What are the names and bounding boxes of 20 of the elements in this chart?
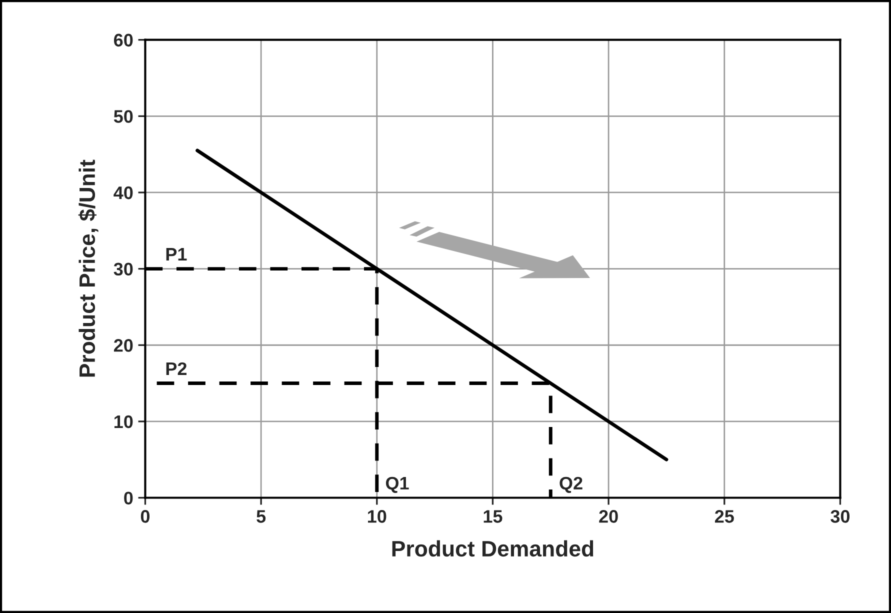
x-tick-label: 10 xyxy=(368,510,386,523)
y-tick-label: 20 xyxy=(114,339,133,352)
y-axis-title: Product Price, $/Unit xyxy=(78,160,98,377)
annotation: Q1 xyxy=(386,476,409,493)
x-tick-label: 20 xyxy=(599,510,618,523)
y-tick-label: 30 xyxy=(114,262,133,276)
y-tick-label: 40 xyxy=(114,186,133,200)
x-tick-label: 15 xyxy=(484,510,502,523)
y-tick-label: 60 xyxy=(114,34,133,47)
y-tick-label: 50 xyxy=(114,110,133,123)
x-axis-title: Product Demanded xyxy=(392,540,594,557)
x-tick-label: 5 xyxy=(256,510,266,523)
x-tick-label: 25 xyxy=(714,510,734,523)
y-tick-label: 0 xyxy=(124,492,133,504)
y-tick-label: 10 xyxy=(114,415,133,428)
annotation: P2 xyxy=(166,362,187,375)
annotation: Q2 xyxy=(560,476,582,493)
x-tick-label: 30 xyxy=(830,510,850,523)
annotation: P1 xyxy=(166,248,187,260)
x-tick-label: 0 xyxy=(140,510,150,523)
